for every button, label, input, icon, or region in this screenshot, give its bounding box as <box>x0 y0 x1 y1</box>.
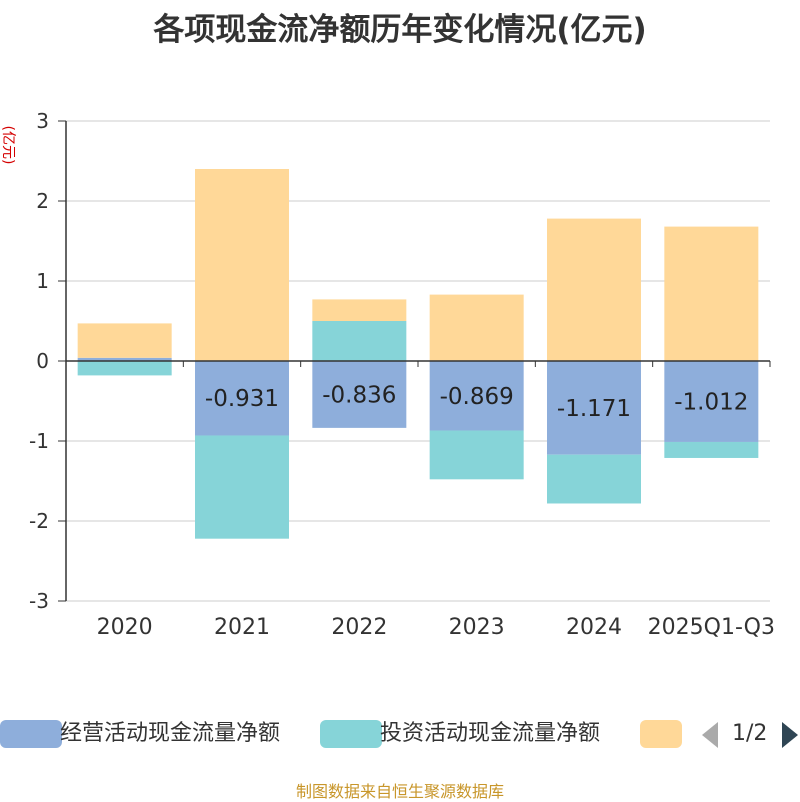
bar-financing-2022 <box>312 299 407 321</box>
data-label-operating: -0.869 <box>440 384 514 410</box>
bar-operating-2023 <box>429 361 524 431</box>
x-tick-label: 2023 <box>449 615 505 640</box>
tick-labels: 3 2 1 0 -1 -2 -3 2020 2021 2022 2023 2024 2025Q1-Q3 <box>29 109 775 640</box>
x-tick-label: 2024 <box>566 615 622 640</box>
y-axis-label: (亿元) <box>0 126 16 165</box>
bar-operating-2022 <box>312 361 407 428</box>
source-note: 制图数据来自恒生聚源数据库 <box>295 782 504 801</box>
bar-financing-2023 <box>429 294 524 361</box>
legend-label-operating: 经营活动现金流量净额 <box>60 721 281 746</box>
y-tick-label: 0 <box>36 349 49 373</box>
bar-investing-2024 <box>547 454 641 504</box>
data-label-operating: -0.836 <box>322 382 396 408</box>
legend-swatch-operating <box>0 720 62 748</box>
data-label-operating: -1.012 <box>674 389 748 415</box>
bars <box>77 169 759 539</box>
axes <box>65 121 771 601</box>
pager-next-icon[interactable] <box>780 720 800 750</box>
data-label-operating: -1.171 <box>557 396 631 422</box>
data-label-operating: -0.931 <box>205 386 279 412</box>
bar-investing-2020 <box>77 361 172 376</box>
bar-operating-2020 <box>77 357 172 361</box>
x-tick-label: 2025Q1-Q3 <box>648 615 775 640</box>
x-tick-label: 2020 <box>97 615 153 640</box>
legend-swatch-investing <box>320 720 382 748</box>
bar-financing-2020 <box>77 323 172 358</box>
bar-financing-2021 <box>195 169 289 361</box>
y-tick-label: 1 <box>36 269 49 293</box>
bar-investing-2025Q1-Q3 <box>664 441 759 458</box>
legend-swatch-financing <box>640 720 682 748</box>
x-tick-label: 2021 <box>214 615 270 640</box>
y-tick-label: -1 <box>29 429 49 453</box>
bar-operating-2025Q1-Q3 <box>664 361 759 442</box>
bar-operating-2024 <box>547 361 641 455</box>
bar-investing-2022 <box>312 321 407 361</box>
x-tick-label: 2022 <box>331 615 387 640</box>
data-labels: -0.931 -0.836 -0.869 -1.171 -1.012 <box>205 382 748 421</box>
bar-investing-2023 <box>429 430 524 480</box>
pager-text: 1/2 <box>732 721 768 746</box>
legend: 经营活动现金流量净额 投资活动现金流量净额 1/2 <box>0 714 800 754</box>
y-tick-label: 2 <box>36 189 49 213</box>
legend-label-investing: 投资活动现金流量净额 <box>380 721 601 746</box>
bar-operating-2021 <box>195 361 289 436</box>
y-tick-label: 3 <box>36 109 49 133</box>
pager-prev-icon[interactable] <box>700 720 720 750</box>
chart-title: 各项现金流净额历年变化情况(亿元) <box>153 12 647 48</box>
bar-financing-2024 <box>547 218 641 361</box>
y-tick-label: -2 <box>29 509 49 533</box>
y-tick-label: -3 <box>29 589 49 613</box>
bar-investing-2021 <box>195 435 289 539</box>
bar-financing-2025Q1-Q3 <box>664 226 759 361</box>
